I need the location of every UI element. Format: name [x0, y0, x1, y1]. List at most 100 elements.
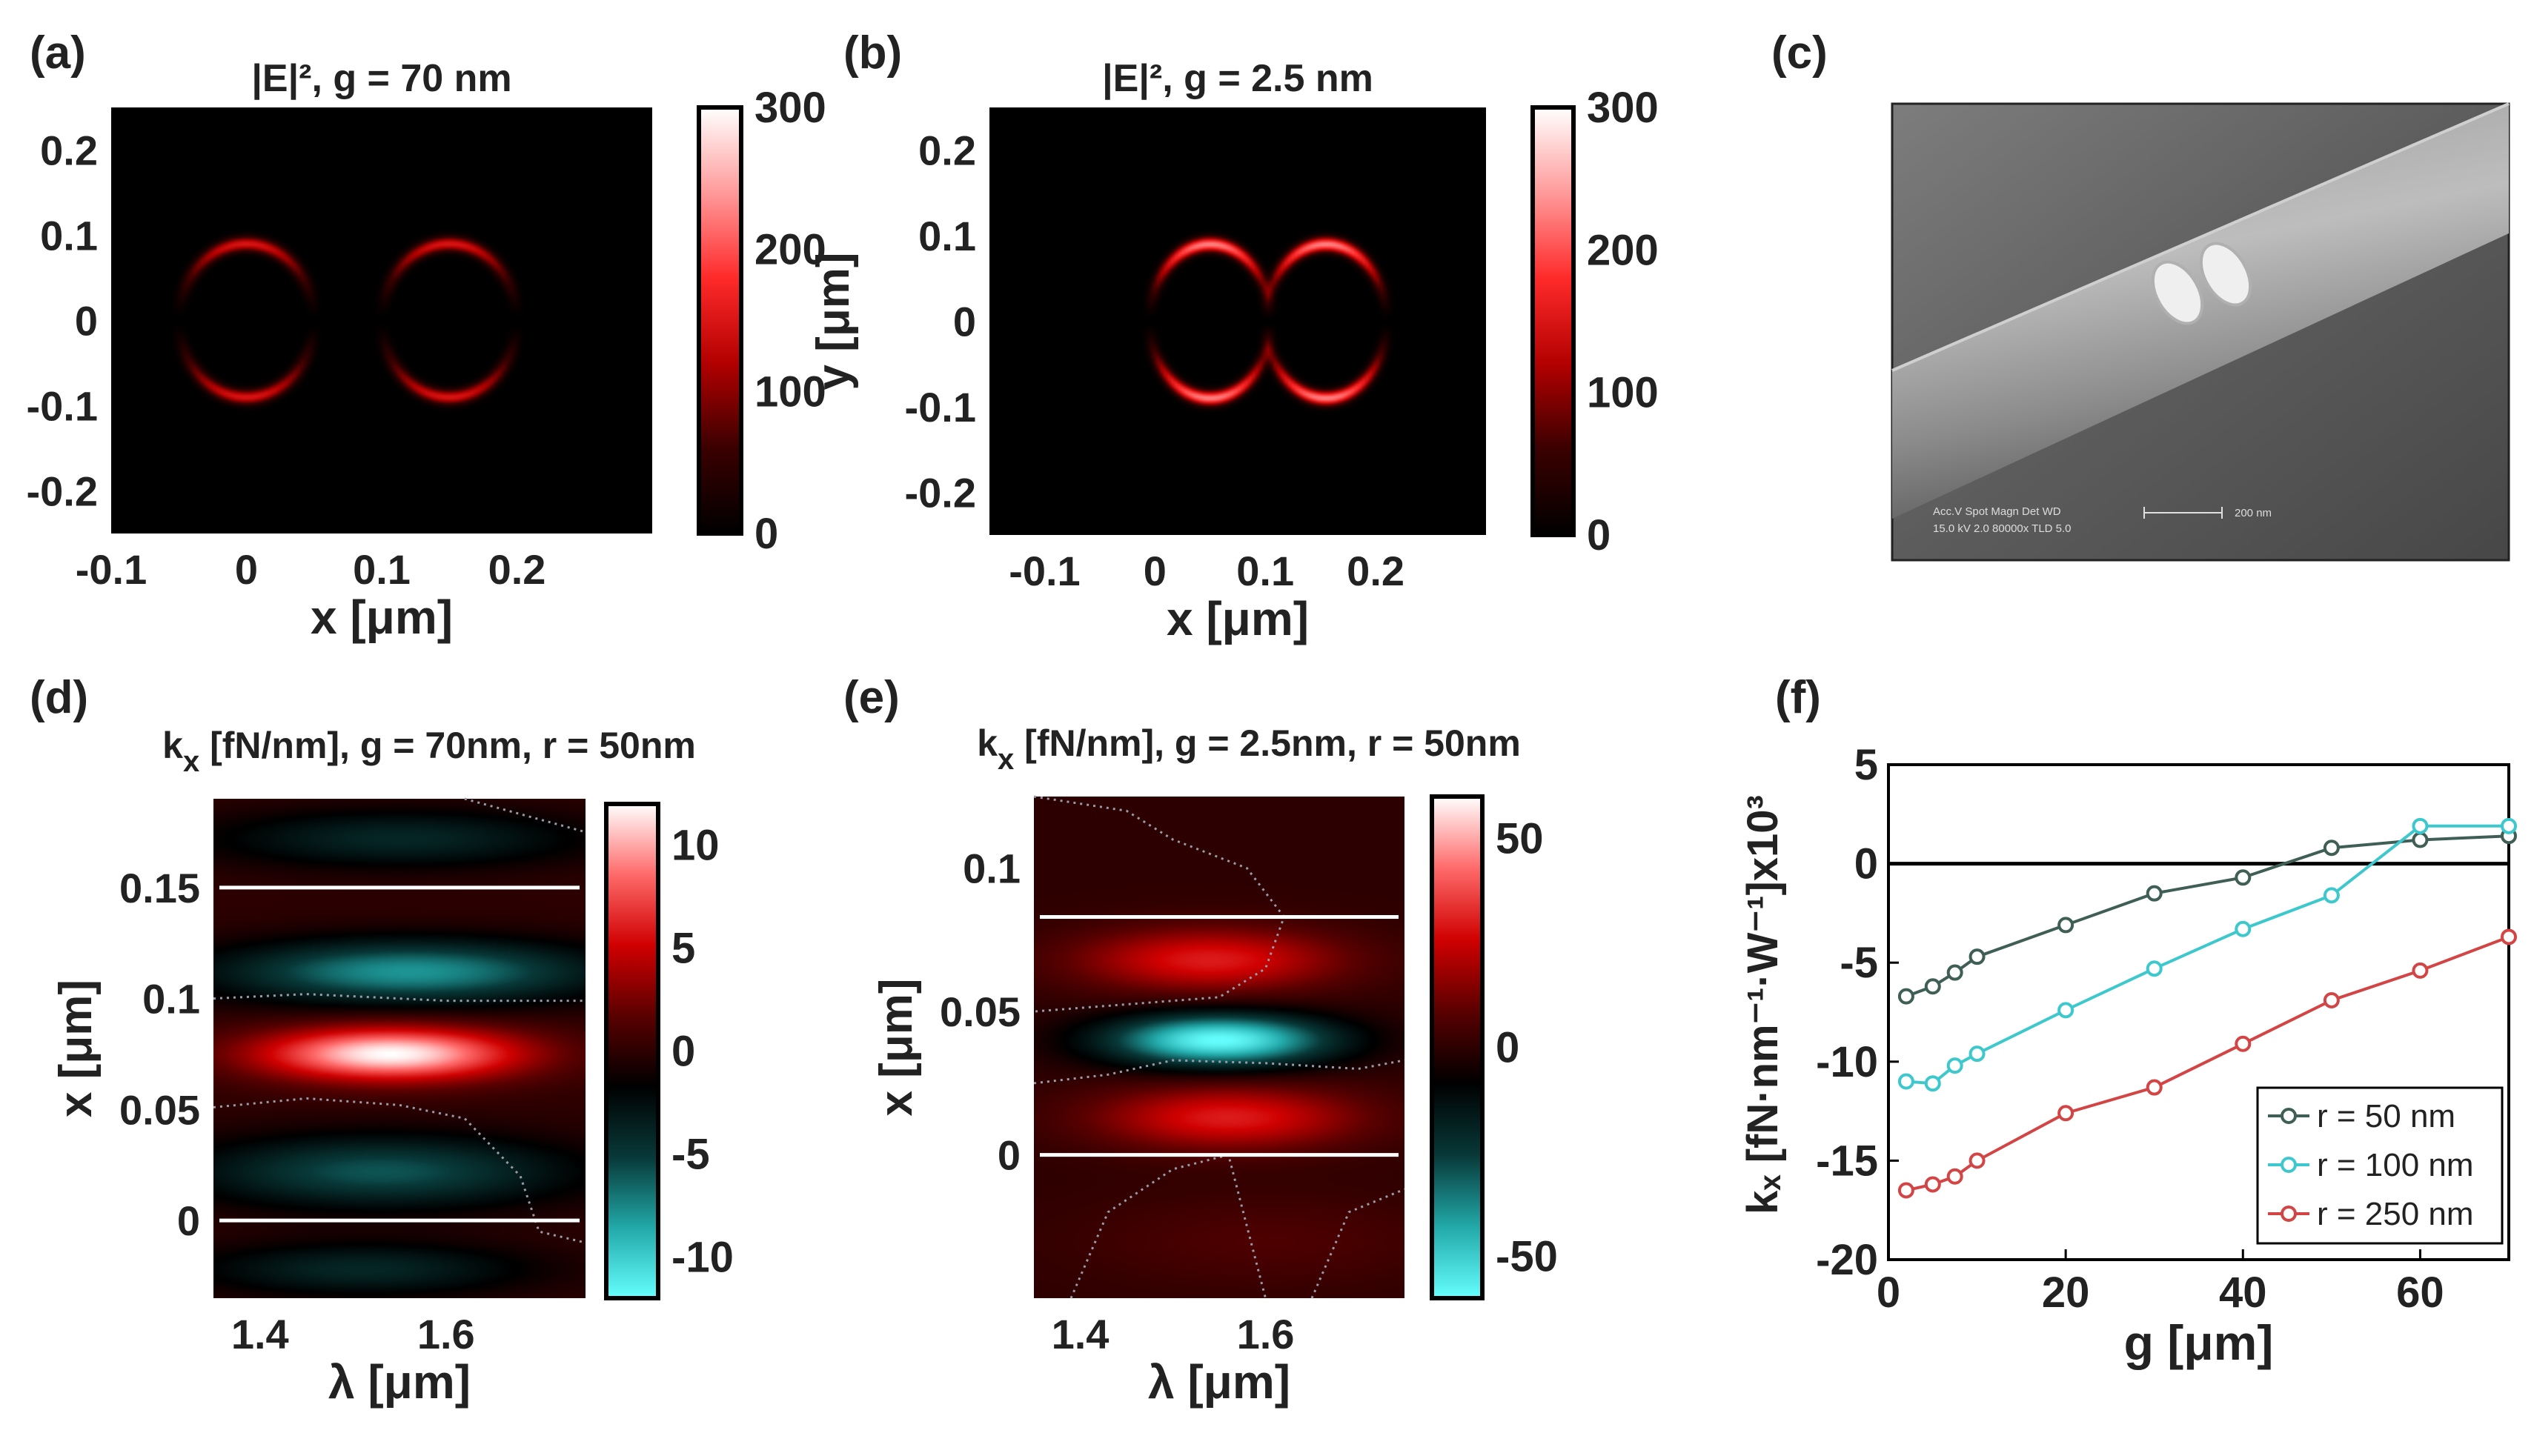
colorbar-tick-label: 0: [1587, 511, 1611, 559]
sem-info: Acc.V Spot Magn Det WD: [1933, 505, 2061, 518]
y-tick-label: -5: [1840, 939, 1878, 987]
data-point: [2501, 928, 2517, 945]
legend-label: r = 250 nm: [2317, 1196, 2474, 1232]
scale-bar-label: 200 nm: [2235, 507, 2272, 519]
chart-title: |E|², g = 70 nm: [251, 57, 511, 100]
data-point: [2057, 1105, 2074, 1122]
x-axis-label: x [μm]: [1167, 592, 1309, 645]
legend-marker: [2281, 1157, 2297, 1173]
x-tick-label: 40: [2219, 1269, 2267, 1317]
x-tick-label: 1.6: [1237, 1311, 1295, 1357]
chart-title: kx [fN/nm], g = 70nm, r = 50nm: [162, 725, 696, 778]
x-tick-label: 0: [235, 546, 258, 593]
x-axis-label: g [μm]: [2124, 1315, 2274, 1370]
colorbar-tick-label: -50: [1496, 1233, 1558, 1281]
data-point: [1969, 1152, 1986, 1169]
y-tick-label: -0.1: [27, 383, 99, 430]
data-point: [2323, 840, 2340, 857]
y-tick-label: 0.05: [119, 1086, 200, 1133]
colorbar-tick-label: 0: [1496, 1024, 1519, 1072]
colorbar-tick-label: 10: [671, 822, 720, 870]
y-tick-label: 0.1: [963, 845, 1021, 892]
data-point: [1924, 1075, 1941, 1092]
data-point: [2235, 869, 2252, 886]
y-tick-label: -15: [1816, 1137, 1878, 1185]
colorbar-tick-label: -10: [671, 1233, 734, 1281]
series-line: [1906, 834, 2510, 998]
x-tick-label: 1.4: [1052, 1311, 1110, 1357]
colorbar-tick-label: 200: [1587, 226, 1659, 274]
x-axis-label: λ [μm]: [1148, 1355, 1290, 1409]
y-tick-label: -0.1: [905, 384, 977, 431]
sem-info: 15.0 kV 2.0 80000x TLD 5.0: [1933, 522, 2072, 535]
x-tick-label: 20: [2042, 1269, 2090, 1317]
y-axis-label: y [μm]: [808, 252, 859, 390]
data-point: [1897, 1182, 1914, 1199]
series-line: [1906, 824, 2509, 1086]
x-tick-label: -0.1: [76, 546, 147, 593]
colorbar-tick-label: 300: [1587, 84, 1659, 132]
colorbar-tick-label: -5: [671, 1130, 710, 1178]
x-tick-label: 0: [1144, 548, 1167, 594]
nanowire-edge: [1891, 102, 2510, 372]
chart-title: kx [fN/nm], g = 2.5nm, r = 50nm: [977, 722, 1521, 776]
data-point: [2412, 817, 2429, 834]
data-point: [2235, 920, 2252, 937]
data-point: [1924, 978, 1941, 995]
y-tick-label: 0.15: [119, 865, 200, 911]
data-point: [1924, 1176, 1941, 1193]
legend-marker: [2281, 1206, 2297, 1222]
y-tick-label: 0.2: [40, 127, 98, 174]
y-tick-label: 0.2: [918, 127, 976, 174]
data-point: [2412, 962, 2429, 979]
heatmap-b: [989, 107, 1486, 535]
data-point: [1946, 964, 1963, 981]
legend-marker: [2281, 1108, 2297, 1124]
panel-label: (f): [1775, 672, 1821, 723]
y-axis-label: kₓ [fN·nm⁻¹·W⁻¹]x10³: [1739, 795, 1787, 1214]
colorbar-tick-label: 5: [671, 925, 695, 973]
x-tick-label: 0.2: [488, 546, 546, 593]
zero-contour: [464, 797, 586, 834]
legend-label: r = 50 nm: [2317, 1098, 2455, 1134]
x-tick-label: 1.4: [231, 1311, 289, 1357]
nanoparticle: [2199, 242, 2252, 307]
data-point: [2057, 917, 2074, 934]
heatmap-d: [213, 799, 586, 1298]
data-point: [1897, 988, 1914, 1005]
y-tick-label: 0: [998, 1132, 1021, 1179]
data-point: [2323, 887, 2340, 904]
y-axis-label: x [μm]: [871, 978, 922, 1116]
colorbar-d: [604, 802, 660, 1300]
y-tick-label: 0: [953, 299, 976, 345]
panel-label: (e): [843, 672, 900, 723]
data-point: [1946, 1057, 1963, 1074]
panel-label: (b): [843, 27, 902, 79]
heatmap-a: [111, 107, 652, 533]
data-point: [2235, 1035, 2252, 1052]
colorbar-b: [1530, 105, 1576, 537]
colorbar-a: [697, 105, 743, 536]
x-tick-label: 60: [2396, 1269, 2444, 1317]
panel-label: (c): [1771, 27, 1828, 79]
colorbar-tick-label: 50: [1496, 814, 1544, 862]
y-tick-label: -0.2: [27, 468, 99, 515]
y-tick-label: 0.1: [40, 213, 98, 259]
panel-label: (a): [30, 27, 86, 79]
data-point: [2412, 831, 2429, 848]
series-line: [1906, 935, 2510, 1192]
data-point: [2146, 960, 2163, 977]
data-point: [2501, 817, 2517, 834]
y-axis-label: x [μm]: [50, 980, 102, 1117]
colorbar-tick-label: 200: [754, 226, 826, 274]
chart-title: |E|², g = 2.5 nm: [1102, 57, 1373, 100]
y-tick-label: 0.1: [918, 213, 976, 259]
zero-contour: [1310, 1188, 1405, 1299]
x-tick-label: 0.1: [1236, 548, 1294, 594]
y-tick-label: 5: [1854, 741, 1878, 789]
y-tick-label: 0: [75, 298, 98, 345]
data-point: [2146, 885, 2163, 902]
nanoparticle: [2151, 260, 2204, 325]
sem-image: Acc.V Spot Magn Det WD 15.0 kV 2.0 80000x…: [1891, 102, 2510, 562]
